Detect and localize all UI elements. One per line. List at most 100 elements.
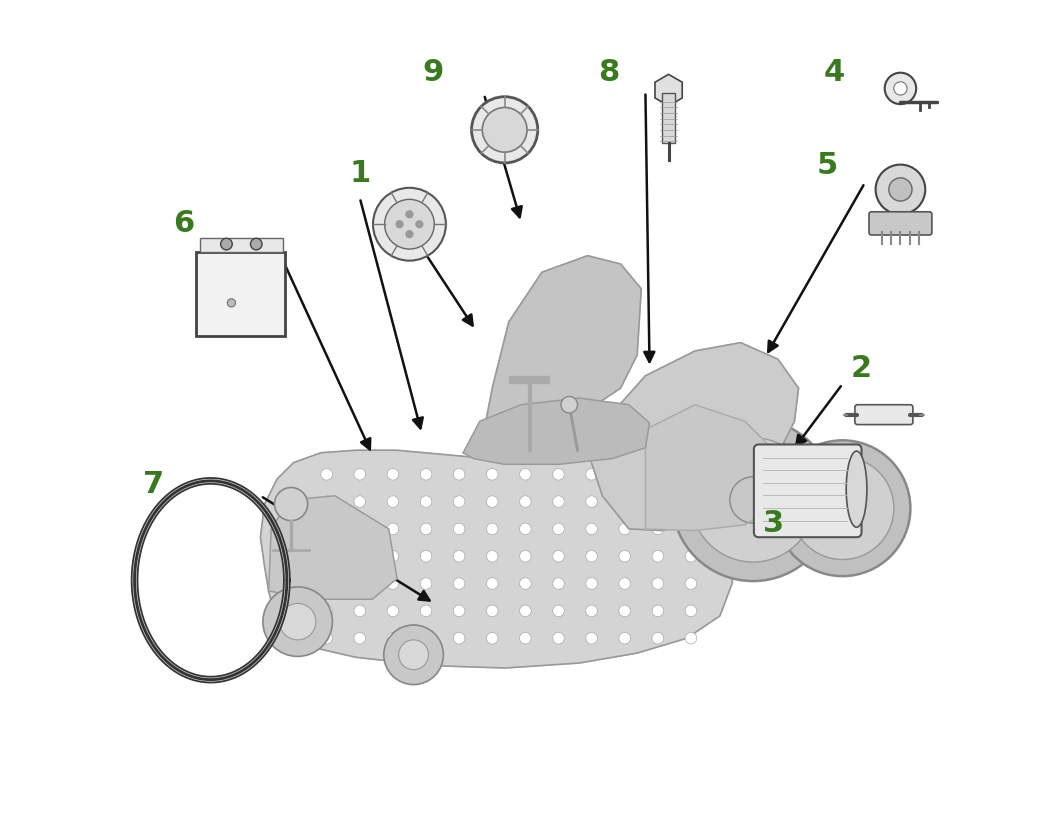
Circle shape	[652, 578, 664, 590]
Circle shape	[520, 633, 532, 644]
Circle shape	[263, 587, 333, 657]
Circle shape	[889, 179, 912, 202]
Circle shape	[453, 523, 465, 535]
Circle shape	[586, 551, 597, 562]
Circle shape	[388, 605, 398, 617]
Circle shape	[251, 239, 262, 251]
Circle shape	[228, 299, 235, 308]
Circle shape	[354, 469, 365, 480]
Circle shape	[321, 605, 333, 617]
Circle shape	[486, 496, 498, 508]
Circle shape	[618, 551, 630, 562]
Polygon shape	[645, 405, 778, 531]
Circle shape	[553, 605, 564, 617]
Circle shape	[791, 457, 894, 560]
Circle shape	[388, 633, 398, 644]
Circle shape	[321, 551, 333, 562]
Circle shape	[685, 496, 697, 508]
Polygon shape	[463, 399, 649, 465]
Circle shape	[321, 523, 333, 535]
Circle shape	[652, 523, 664, 535]
Circle shape	[388, 469, 398, 480]
Circle shape	[685, 551, 697, 562]
Text: 2: 2	[850, 353, 872, 383]
Text: 1: 1	[349, 159, 371, 189]
Bar	[662, 94, 676, 144]
Circle shape	[652, 469, 664, 480]
Circle shape	[618, 469, 630, 480]
Bar	[196, 252, 285, 337]
Circle shape	[876, 165, 926, 215]
Circle shape	[420, 551, 432, 562]
Bar	[200, 239, 283, 252]
Circle shape	[685, 523, 697, 535]
Circle shape	[280, 604, 316, 640]
Circle shape	[486, 578, 498, 590]
Circle shape	[652, 633, 664, 644]
Circle shape	[354, 523, 365, 535]
Circle shape	[453, 469, 465, 480]
Circle shape	[690, 438, 815, 562]
Polygon shape	[269, 496, 397, 600]
Text: 4: 4	[824, 58, 845, 88]
Circle shape	[586, 578, 597, 590]
Circle shape	[486, 469, 498, 480]
Circle shape	[486, 633, 498, 644]
Circle shape	[354, 605, 365, 617]
Circle shape	[520, 469, 532, 480]
Circle shape	[586, 605, 597, 617]
Circle shape	[553, 578, 564, 590]
Circle shape	[354, 578, 365, 590]
Circle shape	[420, 605, 432, 617]
Circle shape	[520, 551, 532, 562]
Text: 3: 3	[764, 508, 785, 538]
Circle shape	[553, 496, 564, 508]
FancyBboxPatch shape	[855, 405, 913, 425]
Circle shape	[486, 523, 498, 535]
Circle shape	[453, 496, 465, 508]
Circle shape	[453, 551, 465, 562]
Text: 5: 5	[816, 151, 839, 180]
Circle shape	[486, 605, 498, 617]
Circle shape	[354, 551, 365, 562]
Polygon shape	[480, 256, 642, 453]
Text: 8: 8	[598, 58, 620, 88]
Circle shape	[471, 98, 538, 164]
Circle shape	[373, 189, 446, 261]
Circle shape	[274, 488, 307, 521]
Circle shape	[553, 551, 564, 562]
Circle shape	[321, 578, 333, 590]
Circle shape	[420, 469, 432, 480]
Circle shape	[685, 633, 697, 644]
Circle shape	[486, 551, 498, 562]
Circle shape	[388, 523, 398, 535]
Circle shape	[685, 469, 697, 480]
Circle shape	[652, 551, 664, 562]
Circle shape	[652, 496, 664, 508]
Circle shape	[586, 523, 597, 535]
Circle shape	[453, 633, 465, 644]
Circle shape	[384, 200, 434, 250]
Circle shape	[586, 633, 597, 644]
Circle shape	[406, 231, 414, 239]
Polygon shape	[163, 513, 258, 648]
Circle shape	[395, 221, 403, 229]
Circle shape	[321, 496, 333, 508]
Circle shape	[730, 477, 776, 523]
Circle shape	[420, 496, 432, 508]
Circle shape	[618, 633, 630, 644]
Circle shape	[321, 469, 333, 480]
Circle shape	[586, 496, 597, 508]
Circle shape	[553, 633, 564, 644]
Circle shape	[383, 625, 444, 685]
Polygon shape	[654, 75, 682, 107]
FancyBboxPatch shape	[754, 445, 862, 538]
Text: 7: 7	[143, 469, 164, 499]
FancyBboxPatch shape	[869, 213, 932, 236]
Polygon shape	[588, 343, 798, 531]
Circle shape	[453, 605, 465, 617]
Circle shape	[354, 633, 365, 644]
Circle shape	[388, 551, 398, 562]
Circle shape	[420, 523, 432, 535]
Circle shape	[894, 83, 908, 96]
